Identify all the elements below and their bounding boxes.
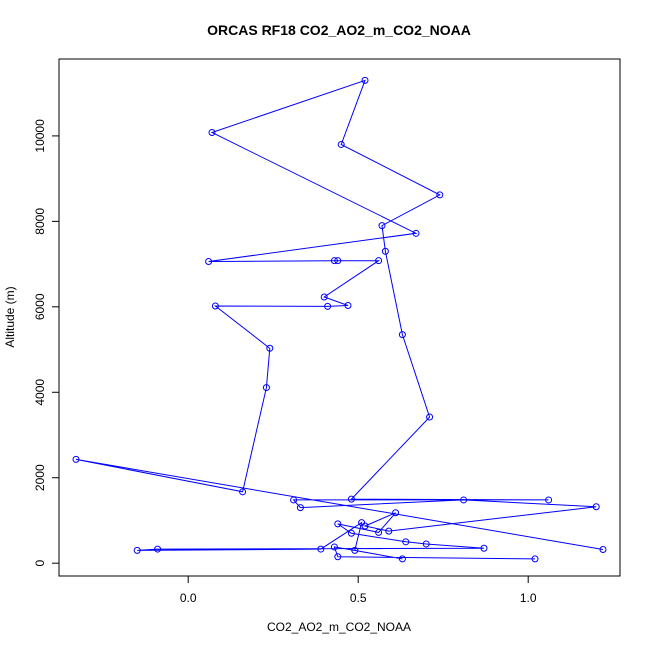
chart-title: ORCAS RF18 CO2_AO2_m_CO2_NOAA <box>207 22 471 38</box>
data-point <box>317 545 325 553</box>
y-tick-label: 6000 <box>33 293 47 320</box>
data-point <box>398 555 406 563</box>
data-point <box>351 546 359 554</box>
data-point <box>296 504 304 512</box>
data-point <box>347 529 355 537</box>
data-point <box>361 76 369 84</box>
data-point <box>330 543 338 551</box>
data-point <box>545 496 553 504</box>
data-point <box>320 293 328 301</box>
y-tick-label: 4000 <box>33 379 47 406</box>
data-point <box>426 413 434 421</box>
data-point <box>324 302 332 310</box>
data-point <box>290 496 298 504</box>
y-tick-label: 8000 <box>33 208 47 235</box>
y-tick-label: 2000 <box>33 464 47 491</box>
data-point <box>361 522 369 530</box>
data-point <box>211 302 219 310</box>
data-point <box>480 544 488 552</box>
data-point <box>334 520 342 528</box>
data-point <box>381 247 389 255</box>
data-point <box>344 302 352 310</box>
data-point <box>599 546 607 554</box>
data-point <box>412 229 420 237</box>
data-point <box>436 191 444 199</box>
data-point <box>334 257 342 265</box>
data-point <box>592 503 600 511</box>
data-point <box>205 258 213 266</box>
data-point <box>266 344 274 352</box>
data-point <box>330 257 338 265</box>
data-point <box>239 488 247 496</box>
series-layer <box>72 76 607 563</box>
data-point <box>392 509 400 517</box>
x-tick-label: 1.0 <box>520 591 537 605</box>
data-point <box>375 257 383 265</box>
y-axis: 0 2000 4000 6000 8000 10000 <box>33 119 60 567</box>
data-point <box>72 455 80 463</box>
data-point <box>531 555 539 563</box>
data-point <box>398 331 406 339</box>
data-point <box>402 538 410 546</box>
data-point <box>133 546 141 554</box>
series-line <box>75 79 604 560</box>
x-tick-label: 0.0 <box>180 591 197 605</box>
data-point <box>337 140 345 148</box>
plot-area-frame <box>58 58 621 577</box>
x-tick-label: 0.5 <box>350 591 367 605</box>
x-axis: 0.0 0.5 1.0 <box>180 575 537 605</box>
data-point <box>334 553 342 561</box>
y-tick-label: 0 <box>33 560 47 567</box>
y-axis-label: Altitude (m) <box>3 286 17 347</box>
data-point <box>460 496 468 504</box>
data-point <box>262 384 270 392</box>
y-tick-label: 10000 <box>33 119 47 153</box>
data-point <box>385 527 393 535</box>
data-point <box>375 528 383 536</box>
data-point <box>422 540 430 548</box>
data-point <box>208 128 216 136</box>
x-axis-label: CO2_AO2_m_CO2_NOAA <box>267 620 411 634</box>
data-point <box>378 222 386 230</box>
data-point <box>347 495 355 503</box>
data-point <box>154 545 162 553</box>
